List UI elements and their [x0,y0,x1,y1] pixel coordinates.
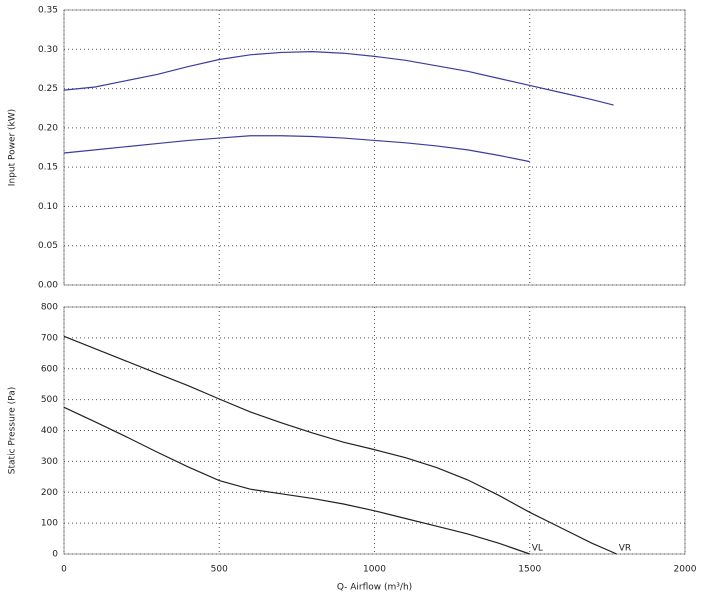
y-tick-label: 500 [41,395,58,405]
series-label: VR [619,544,631,554]
series-line [63,51,614,106]
y-axis-label: Static Pressure (Pa) [8,387,18,474]
y-tick-label: 0.05 [38,241,58,251]
x-tick-label: 0 [61,565,67,575]
y-tick-label: 300 [41,457,58,467]
y-tick-label: 0 [52,550,58,560]
y-tick-label: 0.30 [38,45,58,55]
x-axis-label: Q- Airflow (m³/h) [337,583,412,593]
y-tick-label: 0.10 [38,202,58,212]
x-tick-label: 1500 [518,565,541,575]
y-tick-label: 800 [41,303,58,313]
y-tick-label: 0.00 [38,281,58,291]
y-tick-label: 0.20 [38,123,58,133]
series-label: VL [532,544,543,554]
y-tick-label: 600 [41,364,58,374]
plot-frame [63,9,686,286]
y-tick-label: 200 [41,488,58,498]
y-axis-label: Input Power (kW) [8,109,18,186]
series-line [63,335,617,555]
x-tick-label: 1000 [363,565,386,575]
x-tick-label: 500 [211,565,228,575]
y-tick-label: 700 [41,333,58,343]
y-tick-label: 0.15 [38,163,58,173]
y-tick-label: 0.25 [38,84,58,94]
y-tick-label: 100 [41,519,58,529]
plot-frame [63,306,686,555]
x-tick-label: 2000 [674,565,697,575]
series-line [63,135,530,163]
series-line [63,406,530,555]
y-tick-label: 0.35 [38,6,58,16]
y-tick-label: 400 [41,426,58,436]
